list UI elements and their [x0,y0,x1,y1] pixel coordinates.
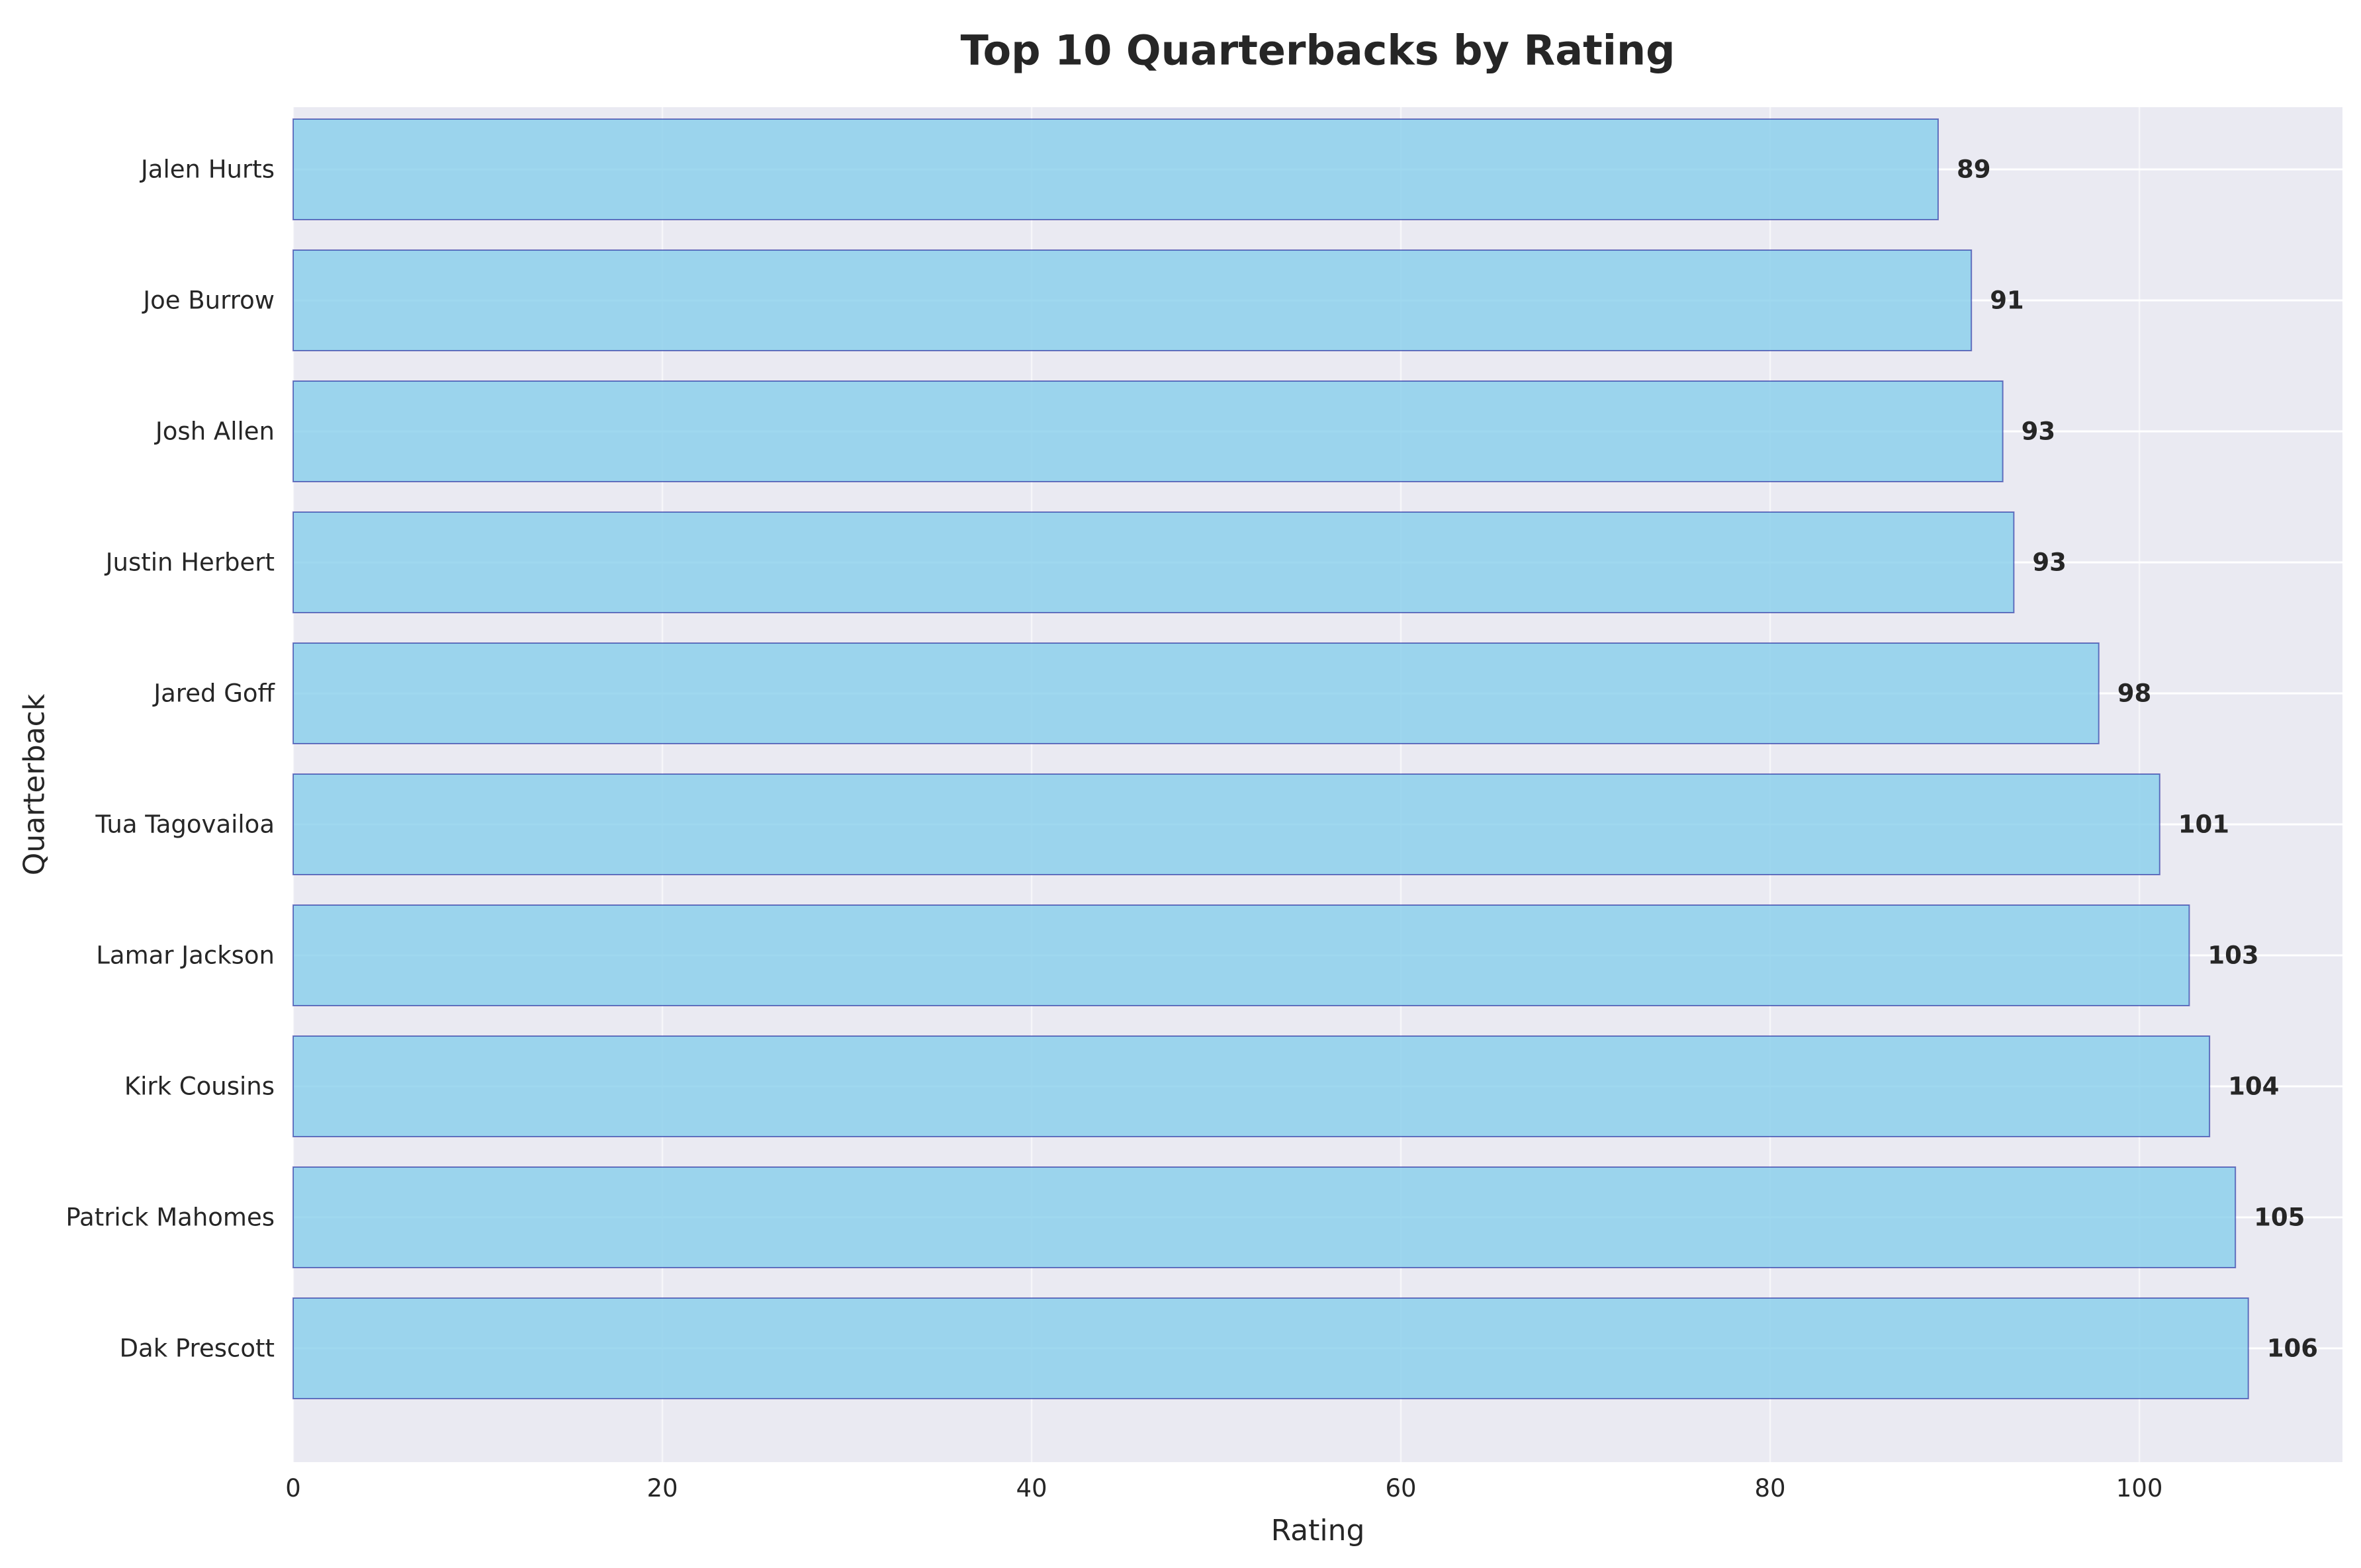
x-axis-label: Rating [1271,1514,1365,1547]
bar [292,1297,2249,1399]
bar-value-labels: 106 105 104 103 101 98 93 93 91 89 [1957,155,2318,1363]
bar-value-label: 106 [2267,1334,2318,1363]
bar [292,642,2100,744]
bar-value-label: 105 [2254,1203,2305,1232]
x-tick-label: 100 [2116,1474,2163,1503]
bar [292,1166,2237,1268]
y-tick-label: Jared Goff [152,679,275,708]
y-tick-label: Josh Allen [154,417,275,446]
chart-title: Top 10 Quarterbacks by Rating [960,26,1675,75]
y-axis-label: Quarterback [18,693,52,875]
x-axis-ticks: 0 20 40 60 80 100 [285,1474,2162,1503]
bar [292,380,2004,482]
bar [292,904,2190,1006]
x-tick-label: 60 [1386,1474,1417,1503]
bars [292,118,2249,1399]
y-tick-label: Joe Burrow [142,286,275,315]
y-tick-label: Kirk Cousins [124,1072,275,1101]
y-tick-label: Dak Prescott [120,1334,275,1363]
bar [292,773,2161,875]
bar-value-label: 104 [2228,1072,2279,1101]
bar [292,1035,2211,1137]
bar [292,118,1939,220]
y-tick-label: Tua Tagovailoa [95,810,275,839]
bar [292,249,1973,351]
bar-value-label: 101 [2178,810,2229,839]
y-tick-label: Lamar Jackson [96,941,275,970]
y-tick-label: Jalen Hurts [140,155,275,184]
y-tick-label: Justin Herbert [105,548,275,577]
y-tick-label: Patrick Mahomes [66,1203,275,1232]
x-tick-label: 20 [646,1474,678,1503]
bar-value-label: 93 [2022,417,2056,446]
x-tick-label: 0 [285,1474,301,1503]
bar-value-label: 91 [1990,286,2024,315]
y-axis-ticks: Dak Prescott Patrick Mahomes Kirk Cousins L… [66,155,275,1363]
bar-value-label: 98 [2117,679,2152,708]
bar-value-label: 103 [2207,941,2258,970]
bar-value-label: 93 [2032,548,2067,577]
bar [292,511,2015,613]
x-tick-label: 80 [1755,1474,1786,1503]
bar-value-label: 89 [1957,155,1991,184]
x-tick-label: 40 [1016,1474,1047,1503]
